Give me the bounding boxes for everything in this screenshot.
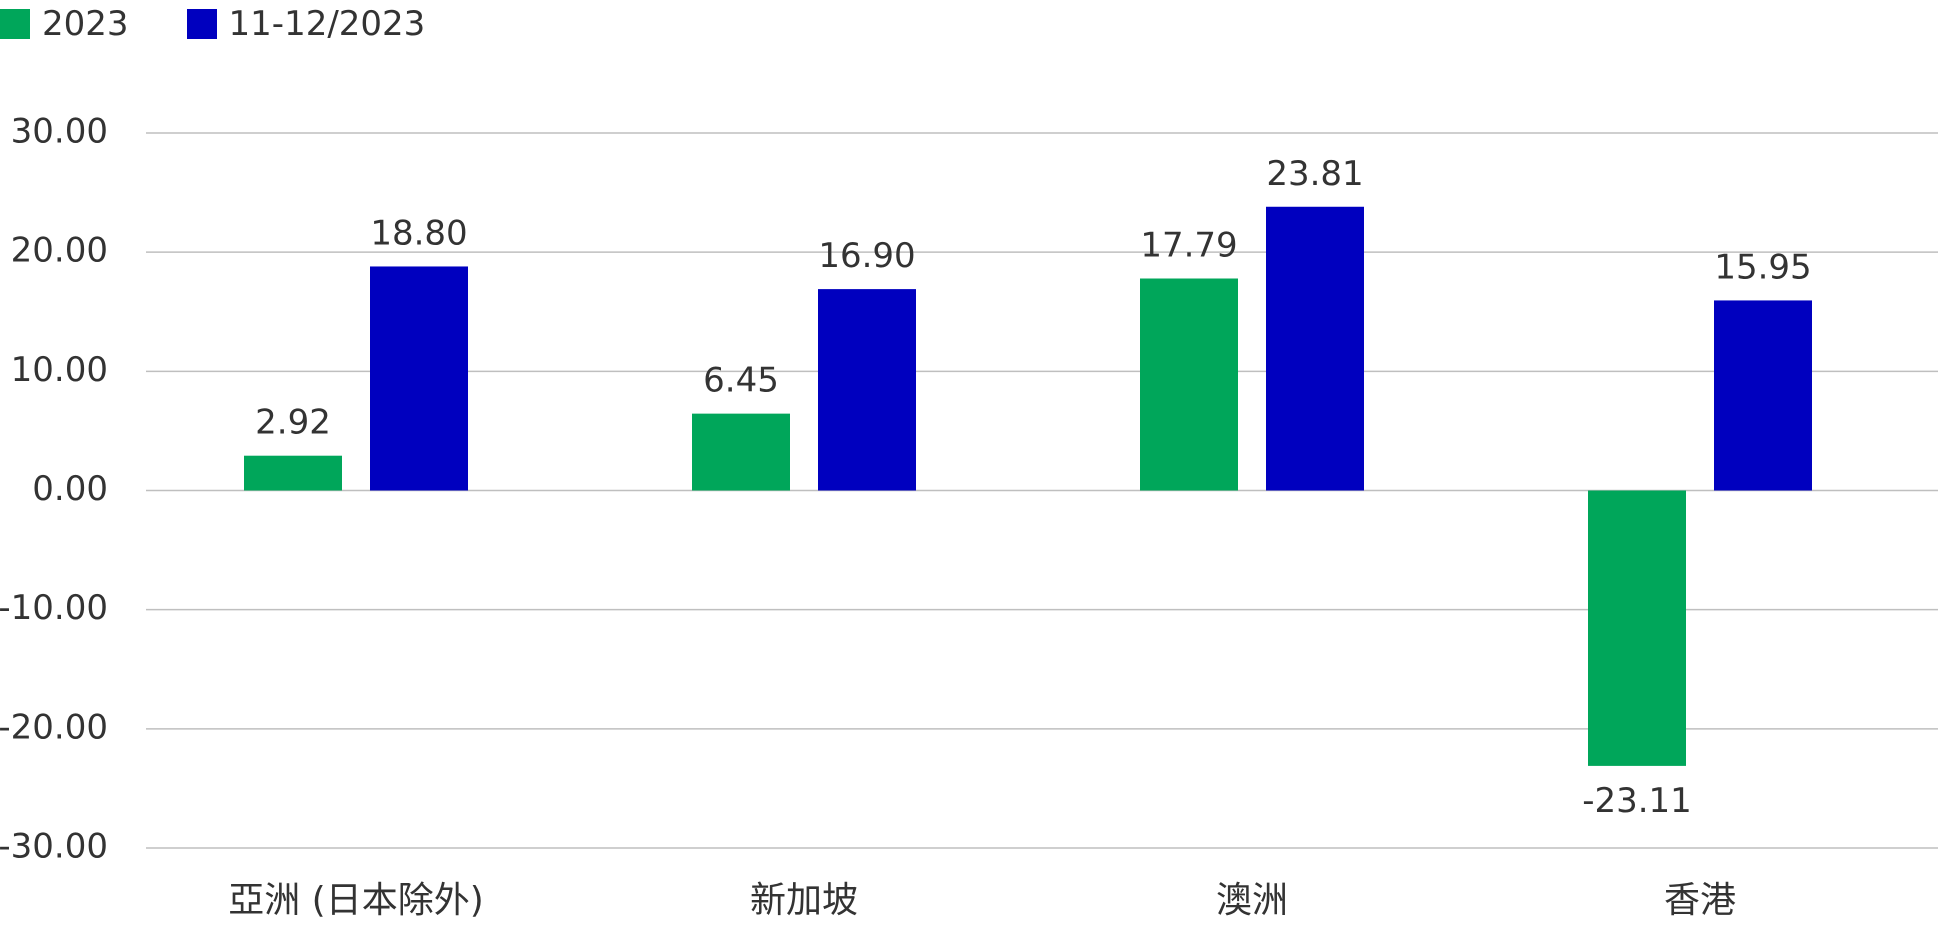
bar-series-1	[1140, 278, 1238, 491]
bar-series-1	[1588, 490, 1686, 766]
data-label: 23.81	[1266, 154, 1363, 194]
x-category-label: 亞洲 (日本除外)	[228, 880, 484, 921]
data-label: 16.90	[818, 236, 915, 276]
bar-series-1	[244, 455, 342, 491]
y-tick-label: 30.00	[11, 112, 108, 152]
data-label: 2.92	[255, 403, 331, 443]
legend-swatch-11-12-2023	[186, 9, 217, 39]
bar-series-2	[818, 289, 916, 491]
legend: 2023 11-12/2023	[0, 4, 483, 44]
legend-swatch-2023	[0, 9, 30, 39]
y-tick-label: -30.00	[0, 827, 108, 867]
data-label: 15.95	[1714, 247, 1811, 287]
y-tick-label: 0.00	[32, 469, 108, 509]
y-tick-label: -20.00	[0, 707, 108, 747]
bar-series-2	[1714, 300, 1812, 491]
legend-item-11-12-2023: 11-12/2023	[186, 4, 426, 44]
data-label: 6.45	[703, 361, 779, 401]
x-category-label: 澳洲	[1216, 880, 1288, 921]
data-label: 18.80	[370, 213, 467, 253]
bar-series-2	[1266, 206, 1364, 491]
bar-series-1	[692, 413, 790, 491]
y-tick-label: 20.00	[11, 231, 108, 271]
legend-label-11-12-2023: 11-12/2023	[228, 4, 426, 44]
x-category-label: 香港	[1664, 880, 1736, 921]
x-category-label: 新加坡	[750, 880, 858, 921]
legend-label-2023: 2023	[42, 4, 129, 44]
legend-item-2023: 2023	[0, 4, 129, 44]
data-label: -23.11	[1582, 781, 1692, 821]
bar-series-2	[370, 266, 468, 491]
y-tick-label: -10.00	[0, 588, 108, 628]
data-label: 17.79	[1140, 226, 1237, 266]
y-tick-label: 10.00	[11, 350, 108, 390]
